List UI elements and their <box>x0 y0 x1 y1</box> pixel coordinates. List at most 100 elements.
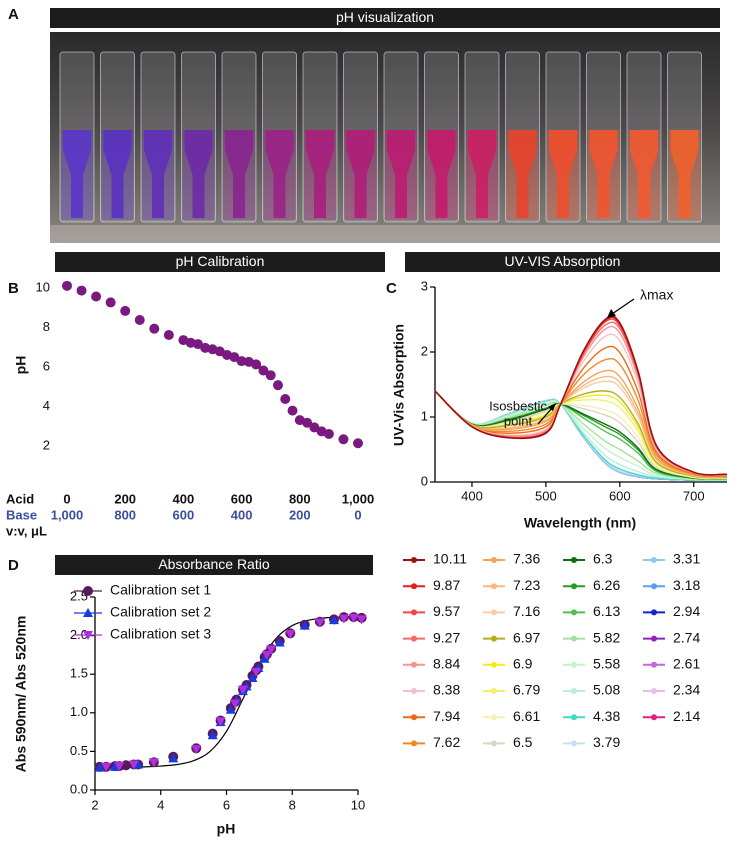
data-point <box>251 359 262 370</box>
cuvette-glow <box>385 130 417 220</box>
panel-label: A <box>8 6 19 23</box>
annotation: Isosbestic <box>489 398 547 413</box>
legend-marker <box>491 688 497 694</box>
legend-label: 6.97 <box>513 629 540 645</box>
spectrum-line <box>434 375 728 478</box>
cuvette-glow <box>344 130 377 220</box>
legend-marker <box>411 714 417 721</box>
legend-label: Calibration set 3 <box>110 626 211 642</box>
cuvette-glow <box>263 130 296 220</box>
x-tick-label-base: 800 <box>114 507 136 522</box>
data-point <box>163 330 174 341</box>
legend-label: 8.84 <box>433 656 460 672</box>
legend-label: 6.13 <box>593 603 620 619</box>
y-tick-label: 10 <box>36 279 50 294</box>
legend-label: 5.58 <box>593 656 620 672</box>
x-tick-label: 4 <box>157 797 164 812</box>
y-tick-label: 0.0 <box>70 781 88 796</box>
chart-title: Absorbance Ratio <box>158 556 270 572</box>
arrowhead <box>607 309 616 318</box>
y-tick-label: 1 <box>421 408 428 423</box>
y-axis-label: pH <box>13 356 29 375</box>
chart-header <box>405 252 720 272</box>
chart: Absorbance Ratio Abs 590nm/ Abs 520nm pH 0.… <box>13 555 373 837</box>
legend-label: 5.08 <box>593 682 620 698</box>
x-tick-label: 500 <box>535 488 557 503</box>
legend-marker <box>651 609 657 616</box>
x-row-name: Base <box>6 507 37 522</box>
x-tick-label: 600 <box>231 491 253 506</box>
data-point <box>266 645 277 655</box>
legend-marker <box>491 661 497 668</box>
data-point <box>207 730 218 740</box>
legend-label: 7.23 <box>513 577 540 593</box>
y-axis-label: UV-Vis Absorption <box>391 324 407 446</box>
spectrum-line <box>434 390 728 481</box>
data-point <box>338 614 349 624</box>
data-point <box>105 297 116 308</box>
panel-label: D <box>8 557 19 574</box>
x-tick-label: 8 <box>289 797 296 812</box>
cuvette-glow <box>547 130 579 220</box>
data-point <box>353 438 363 449</box>
legend-marker <box>651 714 657 721</box>
legend-label: 9.27 <box>433 629 460 645</box>
x-tick-label: 700 <box>683 488 705 503</box>
y-tick-label: 0 <box>421 473 428 488</box>
legend-label: 8.38 <box>433 682 460 698</box>
spectrum-line <box>434 390 728 479</box>
arrowhead <box>548 403 556 411</box>
legend-marker <box>411 661 417 668</box>
cuvette-liquid <box>630 130 658 218</box>
data-point <box>356 615 367 625</box>
data-point <box>261 650 272 660</box>
spectrum-line <box>434 321 728 476</box>
data-point <box>323 428 334 439</box>
legend-label: 7.36 <box>513 551 540 567</box>
cuvette-glow <box>304 130 336 220</box>
spectrum-line <box>434 325 728 477</box>
y-tick-label: 0.5 <box>70 743 88 758</box>
annotation: λmax <box>640 287 673 303</box>
legend-marker <box>411 557 417 563</box>
legend-label: 6.3 <box>593 551 613 567</box>
spectrum-line <box>434 390 728 480</box>
legend-marker <box>83 586 93 596</box>
cuvette-glow <box>182 130 215 220</box>
legend-label: Calibration set 1 <box>110 582 211 598</box>
data-point <box>251 667 262 677</box>
legend-marker <box>491 557 497 563</box>
annotation-arrow <box>611 298 635 315</box>
data-point <box>338 434 349 445</box>
legend-label: 6.5 <box>513 734 533 750</box>
legend-marker <box>491 740 497 747</box>
data-point <box>225 704 236 714</box>
legend-label: 6.79 <box>513 682 540 698</box>
x-tick-label: 0 <box>63 491 70 506</box>
chart-header <box>55 555 373 575</box>
x-tick-label: 800 <box>289 491 311 506</box>
data-point <box>348 613 359 623</box>
x-tick-label-base: 1,000 <box>51 507 84 522</box>
data-point <box>76 285 87 296</box>
panel-label: B <box>8 280 19 297</box>
data-point <box>62 280 72 291</box>
cuvette-liquid <box>184 130 213 218</box>
cuvettes <box>50 51 720 243</box>
data-point <box>94 762 105 772</box>
legend-label: Calibration set 2 <box>110 604 211 620</box>
cuvette-glow <box>425 130 458 220</box>
spectrum-line <box>434 316 728 476</box>
cuvette-liquid <box>346 130 375 218</box>
legend-marker <box>571 688 577 694</box>
legend-label: 3.18 <box>673 577 700 593</box>
cuvette-liquid <box>427 130 456 218</box>
x-tick-label: 10 <box>351 797 365 812</box>
legend-label: 3.79 <box>593 734 620 750</box>
data-point <box>247 673 258 683</box>
legend-marker <box>571 609 577 616</box>
legend-marker <box>491 583 497 590</box>
legend-label: 7.94 <box>433 708 460 724</box>
data-point <box>215 717 226 727</box>
data-point <box>120 305 131 316</box>
